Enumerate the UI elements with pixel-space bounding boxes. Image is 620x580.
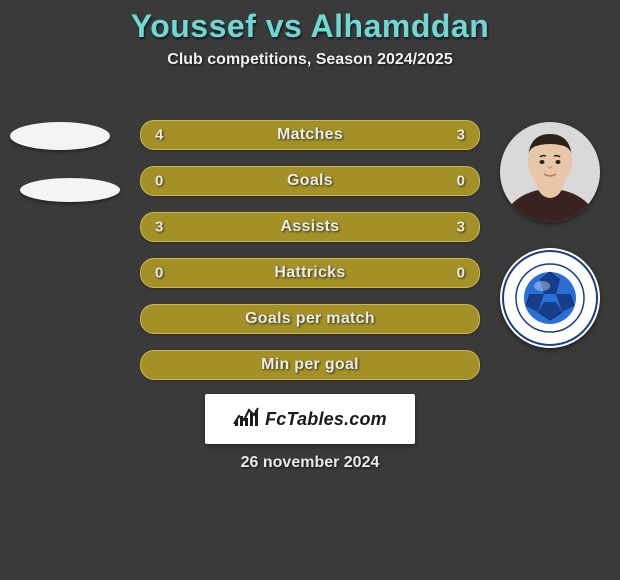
- player-left-avatar-placeholder-2: [20, 178, 120, 202]
- stat-row-goals-per-match: Goals per match: [140, 304, 480, 334]
- stats-rows: 4 Matches 3 0 Goals 0 3 Assists 3 0 Hatt…: [140, 120, 480, 396]
- stat-label: Goals per match: [245, 310, 375, 328]
- stat-row-goals: 0 Goals 0: [140, 166, 480, 196]
- stat-label: Hattricks: [274, 264, 345, 282]
- brand-badge: FcTables.com: [205, 394, 415, 444]
- stat-row-assists: 3 Assists 3: [140, 212, 480, 242]
- stat-left-value: 0: [155, 173, 163, 190]
- stat-label: Assists: [280, 218, 339, 236]
- stat-label: Goals: [287, 172, 333, 190]
- stat-right-value: 0: [457, 265, 465, 282]
- stat-left-value: 0: [155, 265, 163, 282]
- date-label: 26 november 2024: [0, 454, 620, 472]
- page-title: Youssef vs Alhamddan: [0, 8, 620, 45]
- stat-label: Matches: [277, 126, 343, 144]
- stat-row-hattricks: 0 Hattricks 0: [140, 258, 480, 288]
- brand-chart-icon: [233, 406, 259, 433]
- subtitle: Club competitions, Season 2024/2025: [0, 51, 620, 69]
- club-right-logo: [500, 248, 600, 348]
- brand-text: FcTables.com: [265, 409, 387, 430]
- player-left-avatar-placeholder-1: [10, 122, 110, 150]
- stat-left-value: 3: [155, 219, 163, 236]
- comparison-card: Youssef vs Alhamddan Club competitions, …: [0, 0, 620, 580]
- stat-right-value: 3: [457, 219, 465, 236]
- player-right-avatar: [500, 122, 600, 222]
- stat-left-value: 4: [155, 127, 163, 144]
- stat-row-min-per-goal: Min per goal: [140, 350, 480, 380]
- stat-label: Min per goal: [261, 356, 359, 374]
- stat-right-value: 0: [457, 173, 465, 190]
- stat-right-value: 3: [457, 127, 465, 144]
- stat-row-matches: 4 Matches 3: [140, 120, 480, 150]
